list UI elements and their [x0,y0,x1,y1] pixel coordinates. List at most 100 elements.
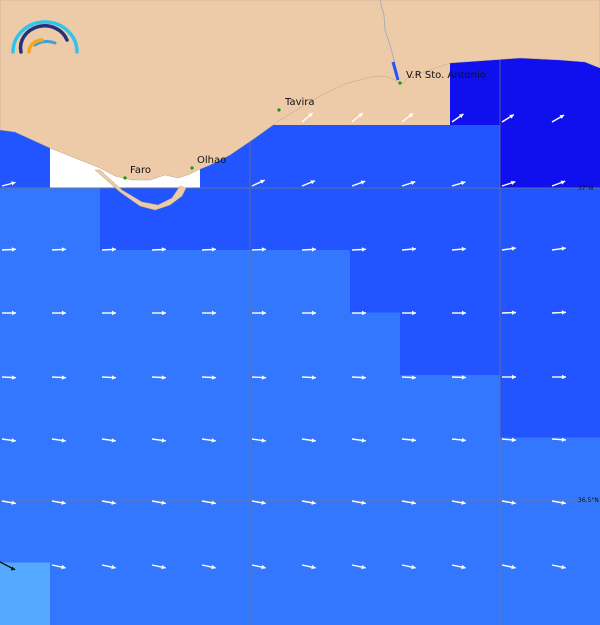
city-label: V.R Sto. Antonio [406,70,486,81]
current-arrow [351,564,366,570]
current-arrow [201,247,217,252]
current-arrow [251,179,265,187]
level-cell [350,375,401,438]
level-cell [350,562,401,625]
current-arrow [201,564,216,570]
level-cell [200,187,251,251]
city-label: Olhao [197,155,226,166]
current-arrow [301,500,316,505]
level-cell [0,312,51,376]
current-arrow [51,500,66,505]
level-cell [250,312,301,376]
level-cell [300,437,351,501]
level-cell [250,187,301,251]
logo-sun-arc [27,38,44,54]
city-olhao: Olhao [190,155,226,170]
level-cell [300,312,351,376]
level-cell [50,187,101,251]
level-cell [150,375,201,438]
current-arrow [0,561,16,571]
current-arrow [1,438,16,443]
level-cell [200,375,251,438]
current-arrow [351,247,367,252]
current-arrow [501,180,516,187]
level-cell [400,375,451,438]
current-arrow [51,564,66,570]
current-arrow [302,310,316,316]
city-label: Faro [130,165,151,176]
logo-middle-arc [18,24,69,54]
level-cell [100,562,151,625]
level-cell [400,437,451,501]
level-cell [500,312,551,376]
level-cell [50,437,101,501]
current-arrow [151,564,166,570]
level-cell [450,62,501,126]
level-cell [250,250,301,313]
level-cell [450,125,501,188]
level-cell [0,500,51,563]
current-arrow [552,374,566,380]
current-arrow [251,375,267,380]
current-arrow [251,564,266,570]
current-arrow [502,374,516,380]
level-cell [350,437,401,501]
current-arrow [151,438,166,443]
current-arrow [152,310,166,316]
level-cell [400,500,451,563]
current-arrow [351,112,364,123]
current-arrow [501,500,516,505]
level-cell [500,125,551,188]
current-arrow [251,500,266,505]
current-arrow [201,500,216,505]
current-arrow [301,247,317,252]
current-arrows [0,112,567,571]
city-vr-sto-antonio: V.R Sto. Antonio [398,70,486,85]
current-arrow [201,375,217,380]
level-cell [450,437,501,501]
current-arrow [551,246,566,251]
level-cell [0,375,51,438]
current-arrow [101,438,116,443]
current-arrow [551,564,566,570]
latitude-label-36-5n: 36.5°N [578,497,599,504]
city-label: Tavira [284,97,315,108]
level-cell [400,250,451,313]
level-cell [250,375,301,438]
current-arrow [451,113,464,123]
current-arrow [151,500,166,505]
level-cell [450,500,501,563]
level-cell [100,375,151,438]
level-cell [550,500,600,563]
level-cell [200,437,251,501]
current-arrow [101,564,116,570]
level-cell [500,375,551,438]
level-cell [150,250,201,313]
level-cell [50,312,101,376]
current-arrow [252,310,266,316]
level-cell [300,125,351,188]
current-arrow [551,437,567,442]
level-cell [50,500,101,563]
level-cell [500,562,551,625]
current-arrow [1,375,17,380]
city-tavira: Tavira [277,97,315,112]
level-cell [0,437,51,501]
level-cell [50,562,101,625]
current-arrow [1,181,16,187]
city-marker [190,166,194,170]
current-arrow [51,375,67,380]
current-arrow [202,310,216,316]
current-arrow [351,500,366,505]
latitude-label-37n: 37°N [578,185,593,192]
level-cell [250,500,301,563]
current-arrow [102,310,116,316]
land [0,0,600,181]
level-cell [100,312,151,376]
level-cell [500,500,551,563]
level-cell [550,437,600,501]
current-arrow [451,246,467,252]
